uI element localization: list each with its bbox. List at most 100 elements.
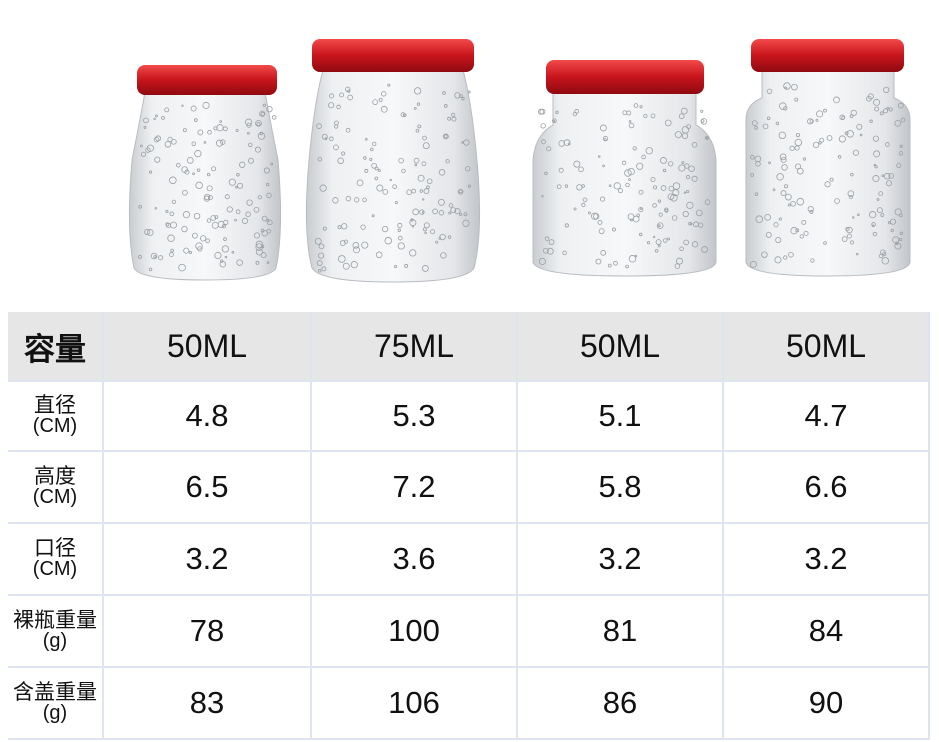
bubble — [443, 104, 448, 108]
bubble — [214, 215, 219, 219]
bubble — [191, 141, 197, 146]
bubble — [787, 203, 791, 207]
bubble — [885, 180, 893, 187]
bubble — [883, 172, 891, 180]
row-label-text: 高度 — [34, 465, 76, 488]
bubble — [674, 131, 682, 139]
bubble — [397, 222, 403, 228]
bubble — [597, 219, 603, 225]
bubble — [632, 215, 640, 223]
bubble — [900, 117, 906, 123]
bubble — [816, 110, 824, 118]
bubble — [780, 190, 787, 197]
bubble — [253, 206, 260, 213]
bubble — [318, 243, 325, 250]
bubble — [341, 223, 348, 230]
row-label-text: (CM) — [32, 486, 78, 508]
value-cell: 83 — [104, 668, 312, 740]
bubble — [632, 146, 637, 151]
bubble — [812, 141, 820, 149]
bubble — [878, 191, 883, 196]
bubble — [266, 261, 270, 264]
bubble — [345, 195, 352, 202]
bubble — [653, 185, 658, 190]
bubble — [206, 185, 213, 192]
bubble — [411, 188, 417, 194]
bubble — [410, 218, 414, 222]
header-text: 50ML — [166, 327, 248, 364]
bubble — [223, 219, 229, 225]
bubble — [339, 92, 344, 98]
bubble — [389, 178, 392, 182]
bubble — [755, 161, 761, 167]
bubble — [754, 126, 758, 130]
value-text: 81 — [602, 613, 638, 648]
row-label-text: 口径 — [34, 537, 76, 560]
bubble — [248, 157, 254, 164]
bubble — [796, 197, 805, 206]
bubble — [183, 247, 190, 254]
bubble — [613, 260, 618, 266]
bubble — [360, 224, 366, 230]
bubble — [361, 241, 369, 249]
bubble — [248, 142, 253, 148]
row-label-text: 直径 — [34, 394, 76, 417]
bubble — [406, 189, 413, 196]
bubble — [266, 192, 272, 199]
bubble — [624, 169, 632, 177]
bubble — [795, 132, 800, 138]
bubble — [775, 121, 780, 126]
bubble — [887, 221, 892, 225]
bubble — [761, 251, 768, 258]
bubble — [150, 252, 158, 260]
bubble — [883, 108, 889, 114]
jar-photo — [128, 39, 911, 283]
bubble — [801, 219, 807, 225]
bubble — [231, 251, 235, 254]
bubble — [153, 255, 157, 259]
bubble — [219, 259, 224, 263]
value-cell: 81 — [518, 596, 724, 668]
bubble — [691, 175, 698, 182]
bubble — [628, 178, 631, 181]
bubble — [558, 167, 564, 173]
bubble — [363, 156, 367, 160]
bubble — [153, 117, 156, 121]
bubble — [755, 215, 764, 224]
bubble — [754, 192, 759, 196]
bubble — [883, 86, 890, 94]
bubble — [668, 185, 675, 192]
bubble — [371, 214, 375, 218]
bubble — [885, 142, 890, 147]
bubble — [154, 156, 161, 163]
bubble — [393, 264, 398, 269]
bubble — [261, 215, 268, 222]
bubble — [823, 108, 827, 113]
bubble — [413, 87, 422, 95]
bubble — [158, 255, 164, 261]
bubble — [654, 249, 659, 253]
bubble — [869, 211, 877, 219]
bubble — [245, 118, 253, 126]
bubble — [701, 246, 708, 253]
value-text: 3.2 — [598, 541, 642, 576]
bubble — [138, 204, 143, 209]
bubble — [650, 113, 656, 119]
value-text: 78 — [189, 613, 225, 648]
bubble — [224, 194, 230, 200]
bubble — [447, 116, 452, 121]
bubble — [892, 236, 900, 244]
bubble — [164, 107, 170, 113]
bubble — [873, 150, 881, 158]
bubble — [660, 157, 667, 164]
bubble — [445, 159, 450, 164]
bubble — [657, 199, 662, 203]
bubble — [435, 240, 439, 244]
header-text: 50ML — [579, 327, 661, 364]
bubble — [255, 119, 262, 127]
bubble — [886, 106, 890, 110]
bubble — [695, 209, 703, 217]
bubble — [799, 234, 804, 239]
bubble — [899, 144, 903, 148]
bubble — [773, 222, 779, 228]
